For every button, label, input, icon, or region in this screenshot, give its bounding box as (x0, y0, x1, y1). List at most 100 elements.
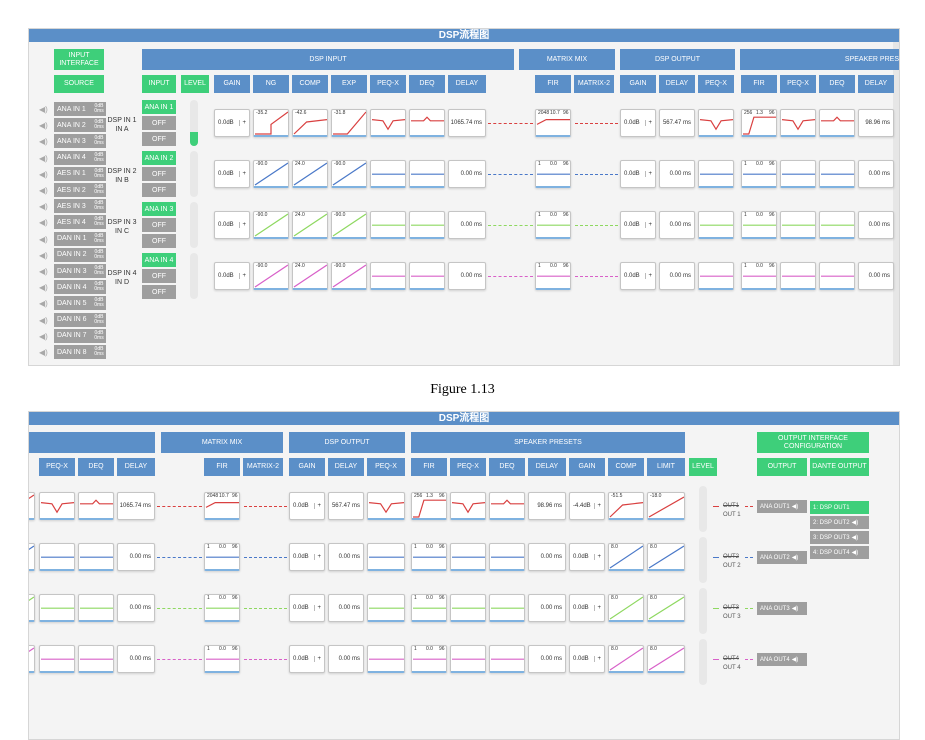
o-peqx-box[interactable] (367, 492, 405, 520)
ana-out-button[interactable]: ANA OUT2 ◀) (757, 551, 807, 564)
delay-box[interactable]: 0.00 ms (448, 262, 486, 290)
speaker-icon[interactable]: ◀) (791, 657, 799, 663)
level-header[interactable]: LEVEL (181, 75, 209, 93)
sp-deq-box[interactable] (489, 543, 525, 571)
sp-peqx-box[interactable] (780, 211, 816, 239)
ana-out-button[interactable]: ANA OUT1 ◀) (757, 500, 807, 513)
sp-deq-box[interactable] (819, 262, 855, 290)
out-delay-box[interactable]: 567.47 ms (659, 109, 695, 137)
sp-delay-box[interactable]: 0.00 ms (858, 262, 894, 290)
sp-delay-box[interactable]: 98.96 ms (858, 109, 894, 137)
sp-delay-box[interactable]: 0.00 ms (528, 543, 566, 571)
gain-box[interactable]: 0.0dB + (289, 543, 325, 571)
speaker-icon[interactable]: ◀) (39, 234, 48, 244)
sp-fir-box[interactable]: 256 1.3 96 (411, 492, 447, 520)
sp-comp-box[interactable]: -51.5 (608, 492, 644, 520)
ng-box[interactable]: -35.2 (253, 109, 289, 137)
source-button[interactable]: DAN IN 5 0dB 0ms (54, 296, 106, 311)
gain-box[interactable]: 0.0dB + (289, 492, 325, 520)
dante-output-header[interactable]: DANTE OUTPUT (810, 458, 869, 476)
gain-box-plus-icon[interactable]: + (239, 120, 246, 126)
partial-box[interactable] (29, 594, 35, 622)
input-select-button[interactable]: OFF (142, 132, 176, 146)
ng-box[interactable]: -90.0 (253, 160, 289, 188)
sp-gain-box[interactable]: 0.0dB + (569, 594, 605, 622)
peqx-box[interactable] (39, 492, 75, 520)
source-button[interactable]: ANA IN 1 0dB 0ms (54, 102, 106, 116)
input-select-button[interactable]: OFF (142, 167, 176, 181)
sp-gain-box[interactable]: -4.4dB + (569, 492, 605, 520)
fir-box[interactable]: 1 0.0 96 (535, 160, 571, 188)
comp-box[interactable]: 24.0 (292, 160, 328, 188)
speaker-icon[interactable]: ◀) (39, 169, 48, 179)
speaker-icon[interactable]: ◀) (791, 606, 799, 612)
speaker-icon[interactable]: ◀) (791, 504, 799, 510)
speaker-icon[interactable]: ◀) (39, 283, 48, 293)
out-gain-box-plus-icon[interactable]: + (645, 120, 652, 126)
o-delay-box[interactable]: 0.00 ms (328, 594, 364, 622)
source-button[interactable]: DAN IN 1 0dB 0ms (54, 231, 106, 246)
sp-deq-box[interactable] (489, 594, 525, 622)
delay-box[interactable]: 0.00 ms (117, 645, 155, 673)
input-select-button[interactable]: OFF (142, 218, 176, 232)
input-select-button[interactable]: ANA IN 4 (142, 253, 176, 267)
peqx-box[interactable] (39, 594, 75, 622)
sp-limit-box[interactable]: 8.0 (647, 645, 685, 673)
level-header-2[interactable]: LEVEL (689, 458, 717, 476)
out-peqx-box[interactable] (698, 160, 734, 188)
gain-box[interactable]: 0.0dB + (214, 109, 250, 137)
output-header[interactable]: OUTPUT (757, 458, 807, 476)
delay-box[interactable]: 0.00 ms (117, 594, 155, 622)
sp-deq-box[interactable] (819, 109, 855, 137)
input-select-button[interactable]: OFF (142, 234, 176, 248)
out-peqx-box[interactable] (698, 109, 734, 137)
fir-box[interactable]: 1 0.0 96 (535, 262, 571, 290)
peqx-box[interactable] (370, 262, 406, 290)
input-select-button[interactable]: OFF (142, 269, 176, 283)
input-interface-header[interactable]: INPUT INTERFACE (54, 49, 104, 70)
input-select-button[interactable]: ANA IN 1 (142, 100, 176, 114)
sp-fir-box[interactable]: 1 0.0 96 (411, 594, 447, 622)
input-select-button[interactable]: OFF (142, 183, 176, 197)
peqx-box[interactable] (370, 211, 406, 239)
delay-box[interactable]: 1065.74 ms (117, 492, 155, 520)
source-button[interactable]: AES IN 1 0dB 0ms (54, 166, 106, 181)
gain-box-plus-icon[interactable]: + (239, 273, 246, 279)
speaker-icon[interactable]: ◀) (39, 267, 48, 276)
source-button[interactable]: ANA IN 2 0dB 0ms (54, 118, 106, 133)
out-gain-box[interactable]: 0.0dB + (620, 160, 656, 188)
source-button[interactable]: DAN IN 8 0dB 0ms (54, 345, 106, 359)
sp-comp-box[interactable]: 8.0 (608, 543, 644, 571)
delay-box[interactable]: 0.00 ms (117, 543, 155, 571)
exp-box[interactable]: -90.0 (331, 160, 367, 188)
speaker-icon[interactable]: ◀) (39, 202, 48, 212)
speaker-icon[interactable]: ◀) (39, 315, 48, 325)
ng-box[interactable]: -90.0 (253, 262, 289, 290)
delay-box[interactable]: 0.00 ms (448, 160, 486, 188)
deq-box[interactable] (78, 492, 114, 520)
sp-peqx-box[interactable] (450, 645, 486, 673)
source-button[interactable]: AES IN 2 0dB 0ms (54, 183, 106, 197)
peqx-box[interactable] (370, 109, 406, 137)
gain-box-plus-icon[interactable]: + (239, 171, 246, 177)
source-button[interactable]: DAN IN 3 0dB 0ms (54, 264, 106, 278)
sp-delay-box[interactable]: 0.00 ms (528, 645, 566, 673)
speaker-icon[interactable]: ◀) (39, 137, 48, 147)
speaker-icon[interactable]: ◀) (39, 218, 48, 228)
ana-out-button[interactable]: ANA OUT3 ◀) (757, 602, 807, 615)
o-delay-box[interactable]: 0.00 ms (328, 645, 364, 673)
sp-delay-box[interactable]: 0.00 ms (528, 594, 566, 622)
o-peqx-box[interactable] (367, 594, 405, 622)
exp-box[interactable]: -31.8 (331, 109, 367, 137)
input-select-button[interactable]: ANA IN 2 (142, 151, 176, 165)
peqx-box[interactable] (370, 160, 406, 188)
gain-box[interactable]: 0.0dB + (214, 211, 250, 239)
sp-peqx-box[interactable] (780, 109, 816, 137)
sp-comp-box[interactable]: 8.0 (608, 645, 644, 673)
sp-deq-box[interactable] (489, 492, 525, 520)
sp-gain-box-plus-icon[interactable]: + (594, 554, 601, 560)
gain-box[interactable]: 0.0dB + (289, 594, 325, 622)
dante-output-button[interactable]: 3: DSP OUT3 ◀) (810, 531, 869, 544)
sp-fir-box[interactable]: 1 0.0 96 (741, 211, 777, 239)
out-gain-box-plus-icon[interactable]: + (645, 171, 652, 177)
